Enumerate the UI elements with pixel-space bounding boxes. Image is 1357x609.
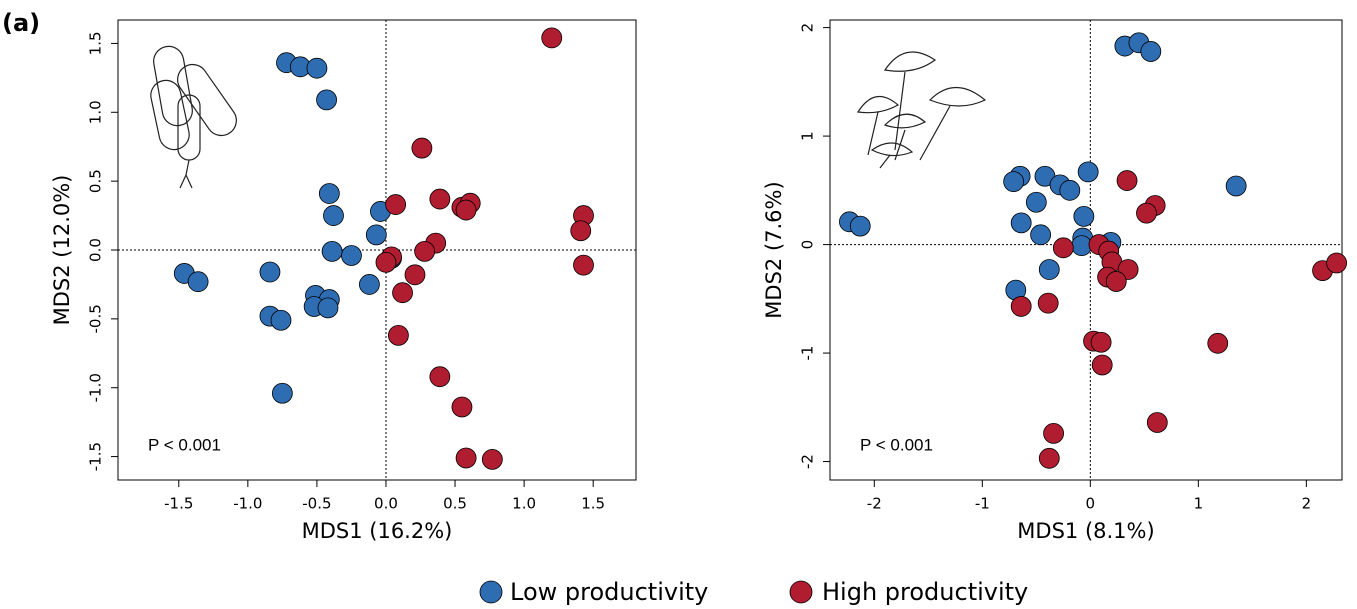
data-point <box>385 194 407 215</box>
y-tick-label: 0.5 <box>87 169 105 193</box>
x-tick-label: 0.5 <box>443 495 467 513</box>
data-point <box>541 27 563 49</box>
data-point <box>849 215 871 237</box>
data-point <box>271 382 293 404</box>
data-point <box>1136 202 1157 224</box>
x-tick-label: 0 <box>1086 495 1096 513</box>
x-tick-label: 1.5 <box>581 495 605 513</box>
y-tick-label: 0.0 <box>87 238 105 262</box>
data-point <box>323 205 344 226</box>
data-point <box>1052 237 1074 259</box>
y-tick-label: -2 <box>799 454 817 469</box>
data-point <box>1038 259 1060 280</box>
data-point <box>570 220 592 242</box>
data-point <box>1116 170 1138 191</box>
y-tick-label: -1.0 <box>87 373 105 402</box>
y-tick-label: 2 <box>799 23 817 33</box>
bacteria-icon <box>150 45 237 189</box>
y-tick-label: -1.5 <box>87 442 105 471</box>
data-point <box>1207 332 1229 354</box>
data-point <box>187 271 209 293</box>
data-point <box>375 251 397 273</box>
y-axis-label: MDS2 (7.6%) <box>762 181 786 318</box>
data-point <box>388 324 409 346</box>
data-point <box>1043 422 1064 444</box>
data-point <box>1090 331 1112 353</box>
data-point <box>317 297 339 319</box>
data-point <box>573 254 594 276</box>
data-point <box>414 240 436 262</box>
legend-marker <box>789 580 813 604</box>
panel-label: (a) <box>2 9 40 37</box>
x-axis-label: MDS1 (16.2%) <box>302 519 453 543</box>
data-point <box>321 240 343 262</box>
data-point <box>411 137 433 159</box>
x-tick-label: 0.0 <box>374 495 398 513</box>
y-tick-label: 0 <box>799 240 817 250</box>
data-point <box>1010 212 1032 234</box>
data-point <box>1010 296 1032 317</box>
x-axis-label: MDS1 (8.1%) <box>1017 519 1154 543</box>
data-point <box>359 274 380 295</box>
legend-marker <box>479 580 503 604</box>
data-point <box>1073 205 1095 227</box>
data-point <box>1105 271 1127 292</box>
data-point <box>306 57 328 79</box>
x-tick-label: -2 <box>867 495 882 513</box>
data-point <box>1003 171 1025 193</box>
x-tick-label: -0.5 <box>302 495 331 513</box>
data-point <box>1140 41 1162 62</box>
data-point <box>429 366 451 388</box>
data-point <box>451 396 473 418</box>
x-tick-label: -1.0 <box>233 495 262 513</box>
y-tick-label: -0.5 <box>87 304 105 333</box>
data-point <box>316 89 337 111</box>
legend-label: High productivity <box>822 578 1028 606</box>
data-point <box>404 264 426 286</box>
data-point <box>1038 447 1060 469</box>
data-point <box>1326 252 1347 274</box>
data-point <box>1146 412 1168 433</box>
y-tick-label: 1 <box>799 131 817 141</box>
data-point <box>341 245 362 266</box>
x-tick-label: -1 <box>975 495 990 513</box>
legend-label: Low productivity <box>510 578 708 606</box>
data-point <box>481 448 503 470</box>
data-point <box>1025 191 1047 213</box>
x-tick-label: 1 <box>1194 495 1204 513</box>
data-point <box>429 188 451 210</box>
data-point <box>1037 292 1059 314</box>
annotation: P < 0.001 <box>148 435 221 454</box>
x-tick-label: 2 <box>1302 495 1312 513</box>
mushroom-icon <box>856 51 987 169</box>
y-tick-label: 1.0 <box>87 100 105 124</box>
data-point <box>1225 175 1247 197</box>
y-tick-label: -1 <box>799 346 817 361</box>
data-point <box>259 261 281 283</box>
data-point <box>392 282 413 304</box>
data-point <box>1030 224 1052 246</box>
data-point <box>455 199 477 221</box>
y-axis-label: MDS2 (12.0%) <box>50 175 74 326</box>
plot-frame <box>829 19 1343 481</box>
x-tick-label: -1.5 <box>164 495 193 513</box>
data-point <box>1059 179 1081 201</box>
y-tick-label: 1.5 <box>87 31 105 55</box>
data-point <box>318 183 340 204</box>
data-point <box>1077 161 1099 183</box>
data-point <box>365 224 387 246</box>
data-point <box>1091 354 1113 376</box>
data-point <box>455 447 477 469</box>
data-point <box>270 309 292 331</box>
x-tick-label: 1.0 <box>512 495 536 513</box>
annotation: P < 0.001 <box>860 435 933 454</box>
